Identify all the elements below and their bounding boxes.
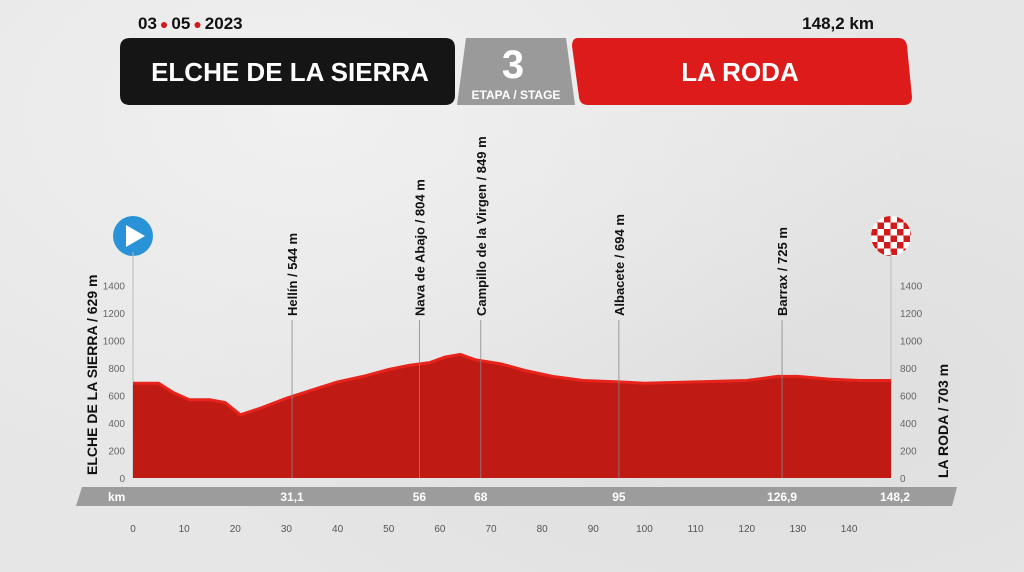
altitude-tick-right: 1000: [900, 337, 923, 348]
km-tick: 120: [738, 524, 755, 535]
km-tick: 50: [383, 524, 395, 535]
elevation-profile-area: [133, 354, 891, 478]
altitude-tick-right: 400: [900, 419, 917, 430]
waypoint-km-label: 68: [474, 490, 488, 504]
finish-banner-shape: [572, 38, 912, 105]
waypoint-label: Nava de Abajo / 804 m: [412, 179, 427, 316]
altitude-tick-right: 600: [900, 392, 917, 403]
elevation-profile-line: [133, 352, 891, 417]
finish-km-label: 148,2: [880, 490, 910, 504]
km-tick: 90: [588, 524, 600, 535]
waypoint-label: Barrax / 725 m: [775, 227, 790, 316]
km-tick: 140: [841, 524, 858, 535]
altitude-tick-right: 1200: [900, 309, 923, 320]
km-tick: 110: [688, 524, 704, 535]
altitude-tick-right: 200: [900, 447, 917, 458]
km-tick: 80: [537, 524, 549, 535]
altitude-tick-left: 1000: [103, 337, 126, 348]
stage-number: 3: [502, 43, 524, 87]
km-bar: [76, 487, 957, 506]
altitude-tick-left: 400: [108, 419, 125, 430]
waypoint-km-label: 95: [612, 490, 626, 504]
stage-date: 03 ● 05 ● 2023: [138, 14, 243, 33]
finish-side-label: LA RODA / 703 m: [935, 364, 951, 478]
km-tick: 60: [434, 524, 446, 535]
km-tick: 100: [636, 524, 653, 535]
start-town: ELCHE DE LA SIERRA: [151, 57, 429, 87]
start-side-label: ELCHE DE LA SIERRA / 629 m: [84, 275, 100, 475]
km-tick: 130: [790, 524, 807, 535]
km-tick: 0: [130, 524, 136, 535]
km-label: km: [108, 490, 125, 504]
start-banner-shape: [120, 38, 455, 105]
waypoint-km-label: 126,9: [767, 490, 797, 504]
waypoint-label: Albacete / 694 m: [612, 214, 627, 316]
altitude-tick-left: 200: [108, 447, 125, 458]
play-icon: [113, 216, 153, 256]
waypoint-km-label: 56: [413, 490, 427, 504]
altitude-tick-left: 600: [108, 392, 125, 403]
stage-box-shape: [457, 38, 575, 105]
altitude-tick-right: 800: [900, 364, 917, 375]
altitude-tick-left: 1400: [103, 282, 126, 293]
km-tick: 30: [281, 524, 293, 535]
stage-label: ETAPA / STAGE: [472, 88, 561, 102]
altitude-tick-right: 1400: [900, 282, 923, 293]
waypoint-label: Campillo de la Virgen / 849 m: [474, 136, 489, 316]
checkered-flag-icon: [871, 216, 911, 256]
date-dot: ●: [159, 16, 169, 32]
km-tick: 10: [179, 524, 191, 535]
altitude-tick-right: 0: [900, 474, 906, 485]
date-dot: ●: [193, 16, 202, 32]
km-tick: 40: [332, 524, 344, 535]
altitude-tick-left: 0: [119, 474, 125, 485]
finish-town: LA RODA: [681, 57, 799, 87]
altitude-tick-left: 800: [108, 364, 125, 375]
altitude-tick-left: 1200: [103, 309, 126, 320]
km-tick: 20: [230, 524, 242, 535]
km-tick: 70: [485, 524, 497, 535]
waypoint-km-label: 31,1: [280, 490, 304, 504]
stage-distance: 148,2 km: [802, 14, 874, 33]
waypoint-label: Hellín / 544 m: [285, 233, 300, 316]
